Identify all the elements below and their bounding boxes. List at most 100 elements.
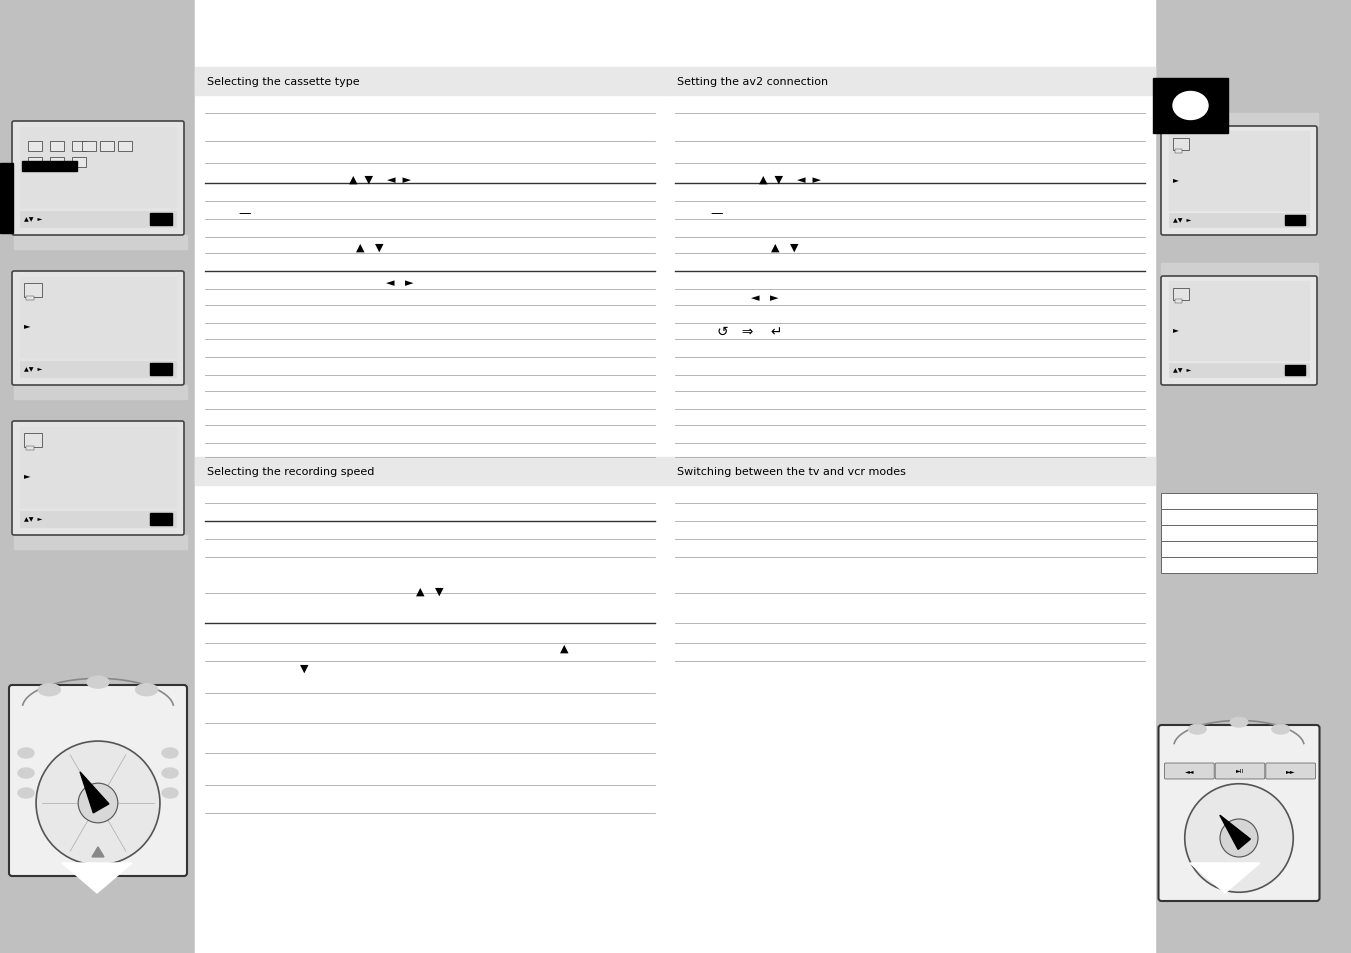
Bar (50, 158, 63, 168)
Bar (195, 457, 665, 485)
Polygon shape (62, 863, 132, 893)
Text: ▲▼  ►: ▲▼ ► (1173, 218, 1192, 223)
Ellipse shape (18, 748, 34, 759)
Bar (1285, 215, 1305, 226)
FancyBboxPatch shape (1266, 763, 1316, 780)
Text: ▼: ▼ (300, 663, 308, 673)
Ellipse shape (38, 684, 61, 696)
Ellipse shape (135, 684, 158, 696)
Ellipse shape (1173, 92, 1208, 120)
Bar (665, 68, 1155, 96)
Text: ◄   ►: ◄ ► (751, 293, 778, 303)
Bar (150, 514, 172, 525)
Polygon shape (1190, 863, 1260, 893)
Bar (665, 457, 1155, 485)
Bar (26, 447, 34, 451)
Bar (118, 142, 132, 152)
Bar (1169, 213, 1309, 228)
Bar (195, 68, 665, 96)
Text: ▲: ▲ (561, 643, 569, 654)
Text: Selecting the cassette type: Selecting the cassette type (207, 77, 359, 87)
Polygon shape (92, 847, 104, 857)
Bar (24, 284, 42, 297)
Text: ▲   ▼: ▲ ▼ (771, 243, 798, 253)
Bar (1161, 558, 1317, 574)
Bar (1169, 132, 1309, 211)
Bar (195, 0, 665, 953)
Ellipse shape (162, 748, 178, 759)
Bar (1175, 299, 1182, 304)
FancyBboxPatch shape (1165, 763, 1215, 780)
FancyBboxPatch shape (9, 685, 186, 876)
Bar (26, 296, 34, 301)
Bar (1175, 150, 1182, 153)
FancyBboxPatch shape (1161, 276, 1317, 386)
Bar (20, 277, 176, 357)
Circle shape (78, 783, 118, 823)
Bar (14, 235, 186, 250)
Ellipse shape (1189, 724, 1206, 735)
Bar (665, 0, 1155, 953)
Bar (28, 142, 42, 152)
Text: ▲▼  ►: ▲▼ ► (1173, 368, 1192, 374)
FancyBboxPatch shape (1159, 725, 1320, 901)
Polygon shape (80, 772, 109, 813)
Ellipse shape (86, 677, 109, 688)
Ellipse shape (162, 768, 178, 779)
Bar (1152, 79, 1228, 133)
Ellipse shape (18, 768, 34, 779)
Bar (1161, 264, 1319, 276)
Text: ►: ► (24, 321, 31, 330)
Text: ▲▼  ►: ▲▼ ► (24, 517, 42, 522)
Bar (14, 386, 186, 399)
Bar (24, 434, 42, 448)
Bar (1161, 113, 1319, 127)
Bar (72, 158, 86, 168)
Text: ►►: ►► (1286, 769, 1296, 774)
Text: ◄◄: ◄◄ (1185, 769, 1194, 774)
Bar (1161, 494, 1317, 510)
Bar (82, 142, 96, 152)
Polygon shape (1220, 815, 1251, 849)
Bar (1161, 541, 1317, 558)
Bar (0, 0, 195, 953)
Bar (72, 142, 86, 152)
Text: ▲   ▼: ▲ ▼ (357, 243, 384, 253)
Text: Selecting the recording speed: Selecting the recording speed (207, 467, 374, 476)
Bar (14, 536, 186, 550)
Bar (22, 162, 77, 172)
Ellipse shape (1229, 718, 1248, 727)
Bar (1173, 139, 1189, 151)
Bar (150, 364, 172, 375)
FancyBboxPatch shape (12, 421, 184, 536)
Text: ►: ► (24, 471, 31, 480)
Text: —: — (238, 208, 250, 220)
FancyBboxPatch shape (1161, 127, 1317, 235)
Bar (100, 142, 113, 152)
Ellipse shape (1271, 724, 1290, 735)
Bar (20, 128, 176, 208)
Text: Setting the av2 connection: Setting the av2 connection (677, 77, 828, 87)
Text: ▲  ▼    ◄  ►: ▲ ▼ ◄ ► (349, 174, 411, 185)
Bar (1161, 525, 1317, 541)
Bar (28, 158, 42, 168)
FancyBboxPatch shape (12, 272, 184, 386)
Text: ▲  ▼    ◄  ►: ▲ ▼ ◄ ► (759, 174, 821, 185)
Text: —: — (711, 208, 723, 220)
Text: ►: ► (1173, 325, 1179, 334)
Text: ►: ► (1173, 174, 1179, 184)
Bar (1285, 366, 1305, 375)
Bar (50, 142, 63, 152)
Bar (20, 428, 176, 507)
Bar (1169, 364, 1309, 377)
Circle shape (1220, 820, 1258, 857)
Bar (1161, 510, 1317, 525)
Text: ▲   ▼: ▲ ▼ (416, 586, 443, 597)
Bar (150, 213, 172, 226)
Text: ▲▼  ►: ▲▼ ► (24, 217, 42, 222)
Text: ▲▼  ►: ▲▼ ► (24, 367, 42, 372)
Bar (20, 361, 176, 377)
Ellipse shape (18, 788, 34, 799)
Bar (20, 512, 176, 527)
Bar (1155, 0, 1351, 953)
